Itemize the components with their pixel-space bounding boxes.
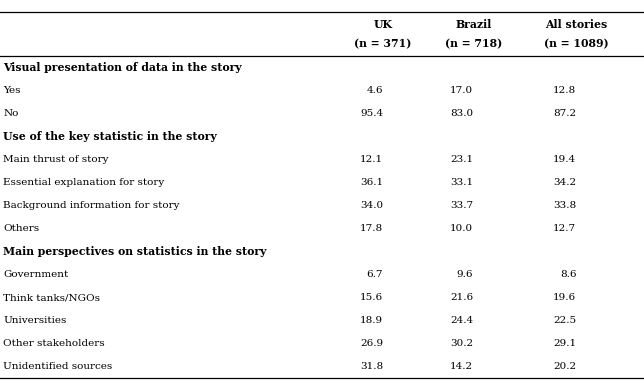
Text: 10.0: 10.0 [450, 224, 473, 233]
Text: (n = 371): (n = 371) [354, 38, 412, 49]
Text: 36.1: 36.1 [360, 178, 383, 187]
Text: 18.9: 18.9 [360, 316, 383, 325]
Text: 19.4: 19.4 [553, 155, 576, 164]
Text: 34.0: 34.0 [360, 201, 383, 210]
Text: 23.1: 23.1 [450, 155, 473, 164]
Text: 24.4: 24.4 [450, 316, 473, 325]
Text: Unidentified sources: Unidentified sources [3, 362, 113, 371]
Text: 12.8: 12.8 [553, 86, 576, 95]
Text: 31.8: 31.8 [360, 362, 383, 371]
Text: 12.7: 12.7 [553, 224, 576, 233]
Text: 8.6: 8.6 [560, 270, 576, 279]
Text: Background information for story: Background information for story [3, 201, 180, 210]
Text: 19.6: 19.6 [553, 293, 576, 302]
Text: 33.1: 33.1 [450, 178, 473, 187]
Text: 17.0: 17.0 [450, 86, 473, 95]
Text: 4.6: 4.6 [366, 86, 383, 95]
Text: 33.8: 33.8 [553, 201, 576, 210]
Text: UK: UK [374, 19, 393, 30]
Text: Brazil: Brazil [455, 19, 491, 30]
Text: All stories: All stories [545, 19, 607, 30]
Text: 33.7: 33.7 [450, 201, 473, 210]
Text: Main thrust of story: Main thrust of story [3, 155, 109, 164]
Text: (n = 718): (n = 718) [445, 38, 502, 49]
Text: Essential explanation for story: Essential explanation for story [3, 178, 164, 187]
Text: 9.6: 9.6 [457, 270, 473, 279]
Text: Yes: Yes [3, 86, 21, 95]
Text: 87.2: 87.2 [553, 109, 576, 118]
Text: 14.2: 14.2 [450, 362, 473, 371]
Text: 83.0: 83.0 [450, 109, 473, 118]
Text: Visual presentation of data in the story: Visual presentation of data in the story [3, 62, 242, 73]
Text: 95.4: 95.4 [360, 109, 383, 118]
Text: Main perspectives on statistics in the story: Main perspectives on statistics in the s… [3, 246, 267, 257]
Text: 12.1: 12.1 [360, 155, 383, 164]
Text: Think tanks/NGOs: Think tanks/NGOs [3, 293, 100, 302]
Text: Government: Government [3, 270, 68, 279]
Text: 22.5: 22.5 [553, 316, 576, 325]
Text: 20.2: 20.2 [553, 362, 576, 371]
Text: 15.6: 15.6 [360, 293, 383, 302]
Text: 29.1: 29.1 [553, 339, 576, 348]
Text: Other stakeholders: Other stakeholders [3, 339, 105, 348]
Text: Others: Others [3, 224, 39, 233]
Text: 6.7: 6.7 [366, 270, 383, 279]
Text: 34.2: 34.2 [553, 178, 576, 187]
Text: 21.6: 21.6 [450, 293, 473, 302]
Text: 30.2: 30.2 [450, 339, 473, 348]
Text: 17.8: 17.8 [360, 224, 383, 233]
Text: Universities: Universities [3, 316, 66, 325]
Text: Use of the key statistic in the story: Use of the key statistic in the story [3, 131, 217, 142]
Text: No: No [3, 109, 19, 118]
Text: 26.9: 26.9 [360, 339, 383, 348]
Text: (n = 1089): (n = 1089) [544, 38, 609, 49]
